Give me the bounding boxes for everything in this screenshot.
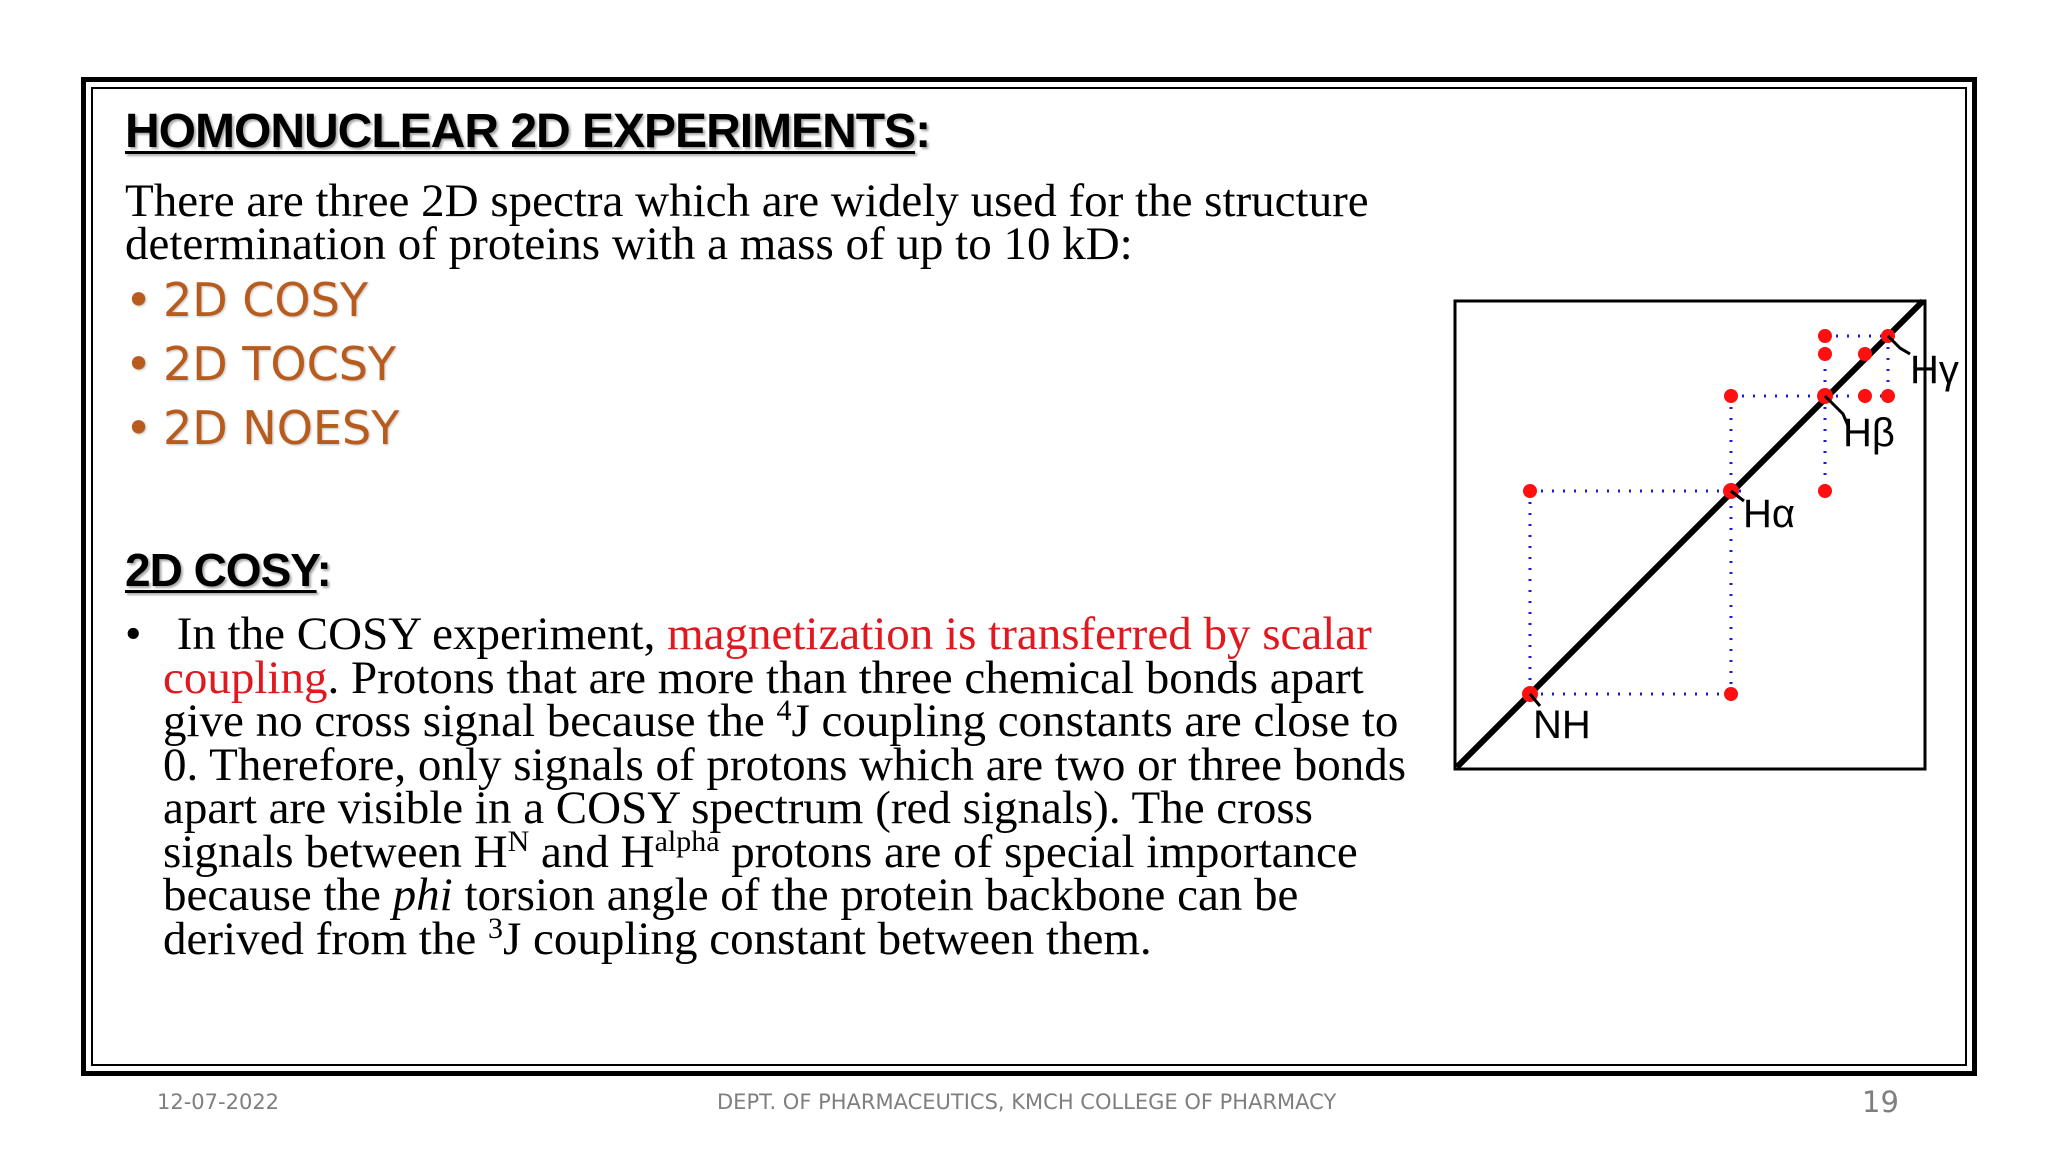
- spectra-list: • 2D COSY • 2D TOCSY • 2D NOESY: [125, 268, 399, 460]
- signal-peak: [1858, 389, 1872, 403]
- section-title-text: 2D COSY: [125, 544, 318, 596]
- section-title-cosy: 2D COSY:: [125, 543, 332, 597]
- cosy-sup-3: 3: [487, 911, 503, 945]
- cosy-text-3: J coupling constants are close to 0. The…: [163, 695, 1407, 878]
- cosy-sup-4: 4: [776, 694, 792, 727]
- page-title-text: HOMONUCLEAR 2D EXPERIMENTS: [125, 105, 916, 158]
- signal-peak: [1724, 389, 1738, 403]
- pointer-nh: [1528, 693, 1542, 707]
- peak-pointers: [1528, 334, 1911, 707]
- section-title-colon: :: [316, 544, 332, 596]
- list-item: • 2D NOESY: [125, 396, 399, 460]
- list-item-label: 2D NOESY: [163, 401, 400, 455]
- cosy-sup-n: N: [507, 824, 530, 858]
- list-item: • 2D COSY: [125, 268, 399, 332]
- list-item-label: 2D COSY: [163, 273, 368, 327]
- pointer-hg: [1886, 334, 1911, 356]
- cross-signals: [1522, 329, 1895, 702]
- cosy-text-2: . Protons that are more than three chemi…: [163, 651, 1364, 747]
- cosy-phi: phi: [392, 869, 453, 921]
- bullet-marker: •: [125, 608, 142, 660]
- signal-peak: [1858, 347, 1872, 361]
- label-h-beta: Hβ: [1843, 411, 1895, 455]
- coupling-lines: [1528, 334, 1890, 696]
- label-h-alpha: Hα: [1743, 492, 1795, 536]
- signal-peak: [1724, 687, 1738, 701]
- bullet-marker: •: [125, 401, 153, 455]
- pointer-hb: [1823, 394, 1851, 429]
- signal-peak: [1881, 389, 1895, 403]
- signal-peak: [1818, 329, 1832, 343]
- slide-inner-frame: [91, 87, 1967, 1066]
- cosy-text-4: and H: [529, 825, 655, 878]
- signal-peak: [1523, 484, 1537, 498]
- cosy-highlight: magnetization is transferred by scalar c…: [163, 608, 1372, 704]
- list-item-label: 2D TOCSY: [163, 337, 397, 391]
- cosy-spectrum-diagram: NH Hα Hβ Hγ: [1453, 298, 1959, 771]
- signal-peak: [1818, 484, 1832, 498]
- spectrum-box: [1453, 299, 1927, 771]
- page-title-colon: :: [915, 105, 931, 158]
- signal-peak: [1818, 347, 1832, 361]
- page-title: HOMONUCLEAR 2D EXPERIMENTS:: [125, 104, 931, 159]
- label-h-gamma: Hγ: [1910, 348, 1959, 392]
- cosy-text-7: J coupling constant between them.: [502, 912, 1152, 965]
- footer-date: 12-07-2022: [157, 1090, 280, 1114]
- list-item: • 2D TOCSY: [125, 332, 399, 396]
- pointer-ha: [1730, 489, 1745, 503]
- page-number: 19: [1862, 1085, 1899, 1119]
- cosy-text-5: protons are of special importance becaus…: [163, 825, 1358, 921]
- cosy-text-1: In the COSY experiment,: [176, 608, 668, 660]
- cosy-text-6: torsion angle of the protein backbone ca…: [163, 869, 1299, 965]
- cosy-description: • In the COSY experiment, magnetization …: [125, 611, 1425, 963]
- slide-frame: [81, 77, 1977, 1076]
- bullet-marker: •: [125, 273, 153, 327]
- cosy-sup-alpha: alpha: [654, 824, 720, 858]
- intro-text: There are three 2D spectra which are wid…: [125, 175, 1369, 270]
- bullet-marker: •: [125, 337, 153, 391]
- label-nh: NH: [1533, 703, 1591, 747]
- footer-department: DEPT. OF PHARMACEUTICS, KMCH COLLEGE OF …: [717, 1090, 1337, 1114]
